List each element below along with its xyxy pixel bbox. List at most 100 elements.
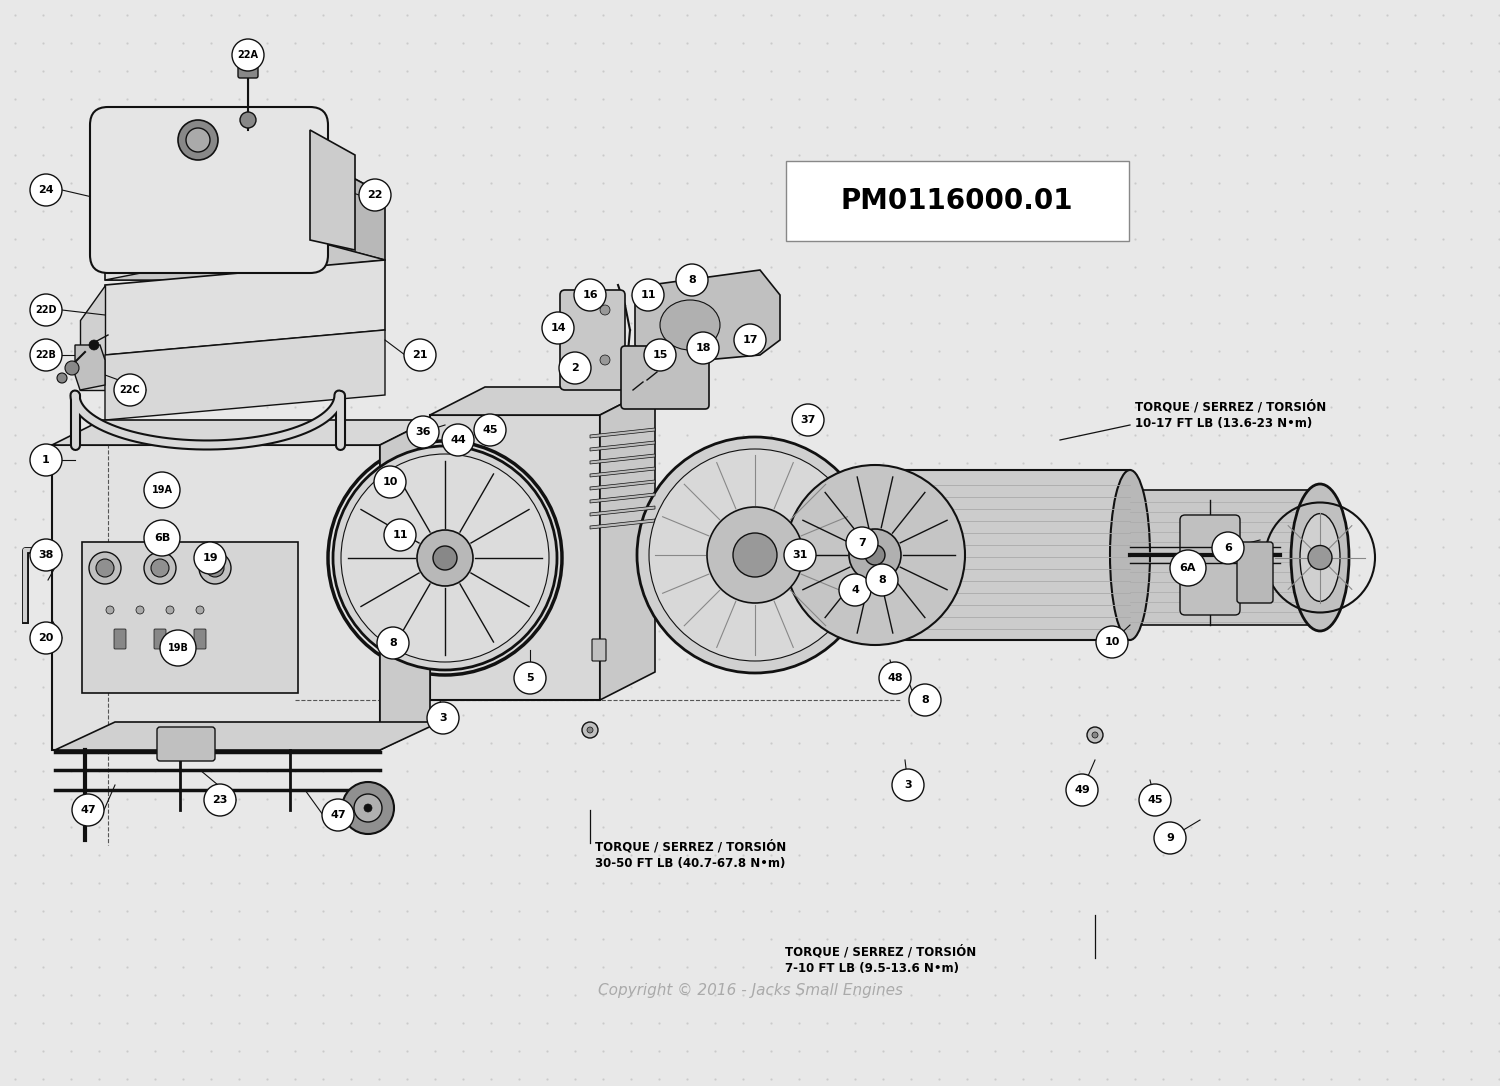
Polygon shape [80, 285, 105, 390]
Circle shape [57, 372, 68, 383]
Circle shape [64, 361, 80, 375]
Circle shape [560, 352, 591, 384]
Circle shape [404, 339, 436, 371]
Polygon shape [874, 470, 1130, 640]
Circle shape [442, 424, 474, 456]
Polygon shape [634, 270, 780, 365]
Circle shape [784, 539, 816, 571]
Circle shape [30, 339, 62, 371]
Circle shape [152, 559, 170, 577]
Circle shape [30, 444, 62, 476]
Circle shape [200, 552, 231, 584]
Text: 19: 19 [202, 553, 217, 563]
Polygon shape [105, 155, 386, 215]
Polygon shape [1130, 490, 1310, 626]
Text: 2: 2 [572, 363, 579, 372]
Circle shape [1170, 550, 1206, 586]
Text: 8: 8 [388, 637, 398, 648]
Text: 22: 22 [368, 190, 382, 200]
Text: Copyright © 2016 - Jacks Small Engines: Copyright © 2016 - Jacks Small Engines [597, 983, 903, 998]
Circle shape [892, 769, 924, 801]
Circle shape [30, 174, 62, 206]
Text: 3: 3 [904, 780, 912, 790]
Text: 23: 23 [213, 795, 228, 805]
Circle shape [1088, 727, 1102, 743]
Circle shape [406, 416, 439, 449]
Ellipse shape [660, 300, 720, 350]
Circle shape [114, 374, 146, 406]
Circle shape [206, 559, 224, 577]
Circle shape [632, 279, 664, 311]
Polygon shape [53, 420, 430, 445]
Polygon shape [310, 155, 386, 260]
Circle shape [644, 339, 676, 371]
Circle shape [106, 606, 114, 614]
Circle shape [676, 264, 708, 296]
Text: 22B: 22B [36, 350, 57, 359]
Circle shape [144, 472, 180, 508]
Polygon shape [105, 240, 386, 280]
Circle shape [1138, 784, 1172, 816]
Circle shape [30, 622, 62, 654]
Text: 6B: 6B [154, 533, 170, 543]
Text: 10: 10 [1104, 637, 1119, 647]
FancyBboxPatch shape [154, 629, 166, 649]
Text: 45: 45 [1148, 795, 1162, 805]
Polygon shape [105, 260, 386, 355]
Text: 20: 20 [39, 633, 54, 643]
Circle shape [387, 632, 404, 648]
Text: TORQUE / SERREZ / TORSIÓN
10-17 FT LB (13.6-23 N•m): TORQUE / SERREZ / TORSIÓN 10-17 FT LB (1… [1136, 400, 1326, 430]
Text: TORQUE / SERREZ / TORSIÓN
7-10 FT LB (9.5-13.6 N•m): TORQUE / SERREZ / TORSIÓN 7-10 FT LB (9.… [784, 945, 976, 975]
Circle shape [364, 804, 372, 812]
Circle shape [178, 119, 218, 160]
Ellipse shape [855, 470, 895, 640]
Text: 19B: 19B [168, 643, 189, 653]
Text: 22A: 22A [237, 50, 258, 60]
Circle shape [160, 630, 196, 666]
Circle shape [600, 305, 610, 315]
Circle shape [196, 606, 204, 614]
Text: 1: 1 [42, 455, 50, 465]
Circle shape [865, 545, 885, 565]
Text: 36: 36 [416, 427, 430, 437]
Text: 22D: 22D [36, 305, 57, 315]
Polygon shape [590, 454, 656, 464]
FancyBboxPatch shape [238, 54, 258, 78]
Text: 47: 47 [330, 810, 346, 820]
Text: 31: 31 [792, 550, 807, 560]
FancyBboxPatch shape [90, 108, 328, 273]
FancyBboxPatch shape [560, 290, 626, 390]
Circle shape [849, 529, 901, 581]
Text: 10: 10 [382, 477, 398, 487]
Polygon shape [590, 428, 656, 438]
Circle shape [88, 552, 122, 584]
Text: 8: 8 [921, 695, 928, 705]
Circle shape [1092, 732, 1098, 738]
Text: 11: 11 [393, 530, 408, 540]
Circle shape [322, 799, 354, 831]
Text: 3: 3 [440, 714, 447, 723]
Circle shape [1096, 626, 1128, 658]
Polygon shape [600, 387, 656, 700]
Circle shape [340, 454, 549, 662]
Polygon shape [590, 506, 656, 516]
Circle shape [865, 564, 898, 596]
Ellipse shape [1110, 470, 1150, 640]
Text: 47: 47 [80, 805, 96, 814]
Circle shape [374, 466, 406, 498]
Text: 15: 15 [652, 350, 668, 359]
Circle shape [392, 637, 398, 643]
Text: 17: 17 [742, 334, 758, 345]
Text: 44: 44 [450, 435, 466, 445]
Text: 6: 6 [1224, 543, 1232, 553]
Circle shape [240, 112, 256, 128]
Polygon shape [310, 130, 356, 250]
Text: 6A: 6A [1179, 563, 1197, 573]
Text: 22C: 22C [120, 386, 141, 395]
FancyBboxPatch shape [1238, 542, 1274, 603]
Circle shape [136, 606, 144, 614]
Circle shape [574, 279, 606, 311]
Polygon shape [590, 519, 656, 529]
Circle shape [784, 465, 964, 645]
Text: 5: 5 [526, 673, 534, 683]
